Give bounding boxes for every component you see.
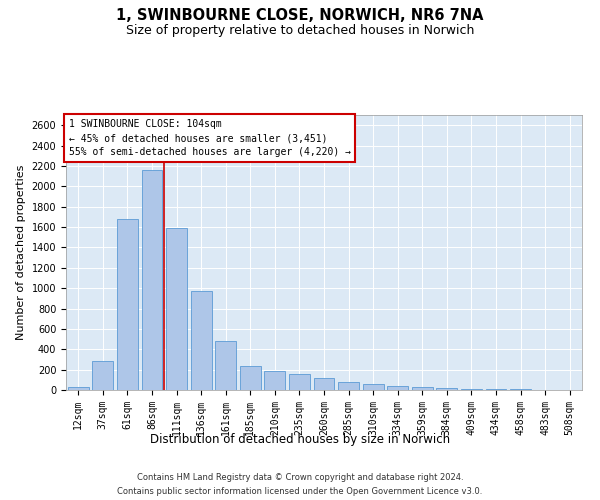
Text: Contains public sector information licensed under the Open Government Licence v3: Contains public sector information licen… bbox=[118, 488, 482, 496]
Y-axis label: Number of detached properties: Number of detached properties bbox=[16, 165, 26, 340]
Bar bbox=[142, 170, 163, 390]
Bar bbox=[68, 387, 89, 390]
Bar bbox=[240, 366, 261, 390]
Bar bbox=[485, 389, 506, 390]
Bar bbox=[412, 388, 433, 390]
Bar bbox=[289, 374, 310, 390]
Bar bbox=[362, 384, 383, 390]
Text: 1 SWINBOURNE CLOSE: 104sqm
← 45% of detached houses are smaller (3,451)
55% of s: 1 SWINBOURNE CLOSE: 104sqm ← 45% of deta… bbox=[68, 119, 350, 157]
Text: 1, SWINBOURNE CLOSE, NORWICH, NR6 7NA: 1, SWINBOURNE CLOSE, NORWICH, NR6 7NA bbox=[116, 8, 484, 22]
Text: Contains HM Land Registry data © Crown copyright and database right 2024.: Contains HM Land Registry data © Crown c… bbox=[137, 472, 463, 482]
Text: Distribution of detached houses by size in Norwich: Distribution of detached houses by size … bbox=[150, 432, 450, 446]
Bar bbox=[461, 389, 482, 390]
Bar bbox=[387, 386, 408, 390]
Bar bbox=[314, 378, 334, 390]
Bar bbox=[92, 362, 113, 390]
Bar bbox=[166, 228, 187, 390]
Text: Size of property relative to detached houses in Norwich: Size of property relative to detached ho… bbox=[126, 24, 474, 37]
Bar bbox=[338, 382, 359, 390]
Bar bbox=[215, 341, 236, 390]
Bar bbox=[265, 370, 286, 390]
Bar bbox=[436, 388, 457, 390]
Bar bbox=[191, 291, 212, 390]
Bar bbox=[117, 219, 138, 390]
